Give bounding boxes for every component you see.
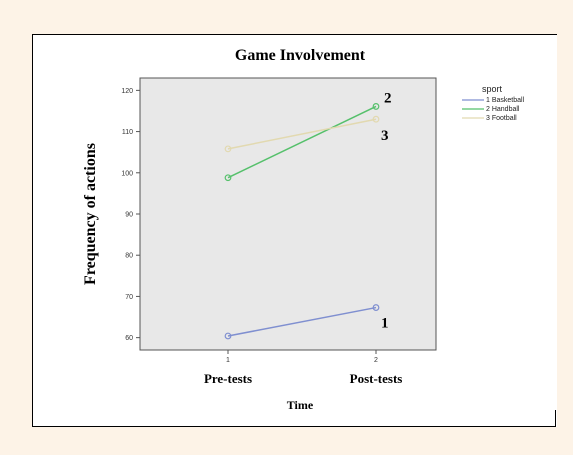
data-point (372, 304, 380, 311)
series-line (227, 118, 377, 150)
x-axis: 1 Pre-tests 2 Post-tests (204, 350, 402, 386)
series-layer: 1 2 3 (224, 90, 392, 340)
y-tick-label: 70 (125, 294, 133, 301)
data-point (372, 115, 380, 123)
y-tick-label: 80 (125, 253, 133, 260)
series-line (227, 306, 377, 337)
y-tick-label: 120 (121, 88, 133, 95)
y-tick-label: 60 (125, 335, 133, 342)
x-axis-label: Time (287, 398, 314, 412)
y-axis-label: Frequency of actions (82, 143, 99, 285)
legend-entry: 1 Basketball (486, 97, 525, 104)
legend: sport 1 Basketball 2 Handball 3 Football (462, 84, 525, 122)
plot-area (139, 77, 437, 351)
data-point (224, 145, 232, 153)
y-tick-label: 110 (122, 129, 133, 136)
series-line (227, 105, 377, 179)
frame-right-edge (555, 410, 556, 426)
x-tick-label: 1 (226, 357, 230, 364)
legend-entry: 3 Football (486, 115, 517, 122)
legend-entry: 2 Handball (486, 106, 520, 113)
series-annotation: 1 (381, 316, 389, 332)
legend-title: sport (482, 84, 503, 94)
category-label: Post-tests (350, 371, 403, 386)
x-tick-label: 2 (374, 357, 378, 364)
data-point (224, 174, 232, 182)
y-tick-label: 100 (121, 170, 133, 177)
frame-bottom-edge (32, 426, 556, 427)
y-axis: 60 70 80 90 100 110 120 (121, 88, 140, 342)
y-tick-label: 90 (125, 212, 133, 219)
series-annotation: 3 (381, 128, 389, 144)
data-point (224, 332, 232, 340)
category-label: Pre-tests (204, 371, 252, 386)
data-point (372, 103, 380, 110)
chart-title: Game Involvement (235, 47, 366, 64)
series-annotation: 2 (384, 90, 392, 106)
